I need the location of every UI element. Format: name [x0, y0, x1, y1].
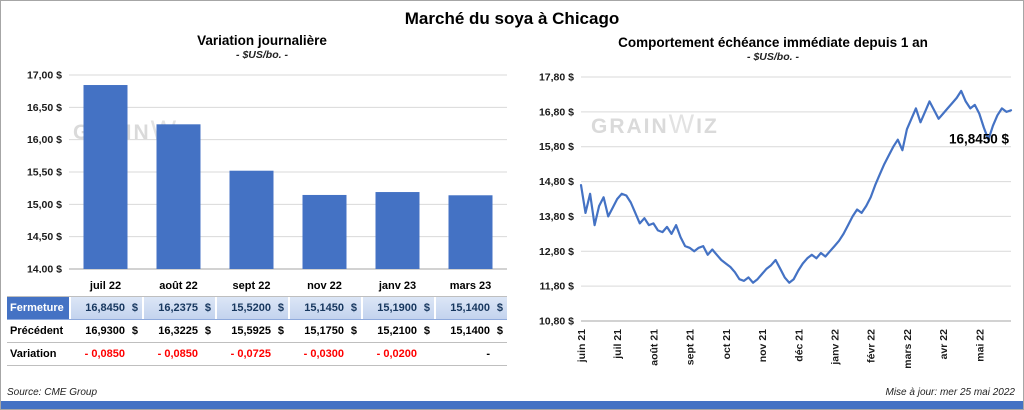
- table-cell: -: [486, 348, 490, 360]
- grainwiz-watermark: GRAINWIZ: [591, 109, 719, 139]
- table-cell: 15,1750 $: [304, 325, 357, 337]
- table-cell: 15,1400 $: [434, 297, 507, 319]
- x-tick-label: janv 22: [829, 329, 841, 366]
- y-tick-label: 12,80 $: [539, 246, 574, 258]
- y-tick-label: 16,00 $: [27, 134, 62, 146]
- table-cell: 15,1400 $: [450, 325, 503, 337]
- x-tick-label: avr 22: [938, 329, 950, 360]
- x-tick-label: mai 22: [974, 329, 986, 362]
- x-tick-label: mars 22: [902, 329, 914, 369]
- table-cell: 15,5925 $: [231, 325, 284, 337]
- bar-category-label: mars 23: [449, 280, 492, 292]
- table-cell: - 0,0850: [84, 348, 125, 360]
- table-cell: 16,9300 $: [85, 325, 138, 337]
- bar: [302, 194, 347, 269]
- bar: [375, 192, 420, 269]
- x-tick-label: juin 21: [576, 329, 588, 363]
- table-row-fermeture: Fermeture 16,8450 $16,2375 $15,5200 $15,1450…: [7, 297, 507, 320]
- bar-category-label: août 22: [159, 280, 198, 292]
- table-cell: - 0,0200: [376, 348, 417, 360]
- table-cell: 16,3225 $: [158, 325, 211, 337]
- table-row-variation: Variation - 0,0850 - 0,0850 - 0,0725 - 0,030…: [7, 343, 507, 366]
- bar-category-label: janv 23: [378, 280, 417, 292]
- one-year-panel: Comportement échéance immédiate depuis 1…: [525, 35, 1021, 386]
- daily-variation-panel: Variation journalière - $US/bo. - 14,00 …: [7, 33, 517, 366]
- line-chart-title: Comportement échéance immédiate depuis 1…: [618, 35, 928, 50]
- bar-category-label: sept 22: [232, 280, 271, 292]
- row-header: Précédent: [10, 325, 64, 337]
- bar: [229, 170, 274, 269]
- y-tick-label: 14,00 $: [27, 264, 62, 274]
- y-tick-label: 10,80 $: [539, 316, 574, 328]
- x-tick-label: juil 21: [612, 329, 624, 360]
- line-chart: 10,80 $ 11,80 $ 12,80 $ 13,80 $ 14,80 $ 15,80…: [539, 72, 1013, 369]
- y-tick-label: 17,00 $: [27, 70, 62, 82]
- table-cell: - 0,0300: [303, 348, 344, 360]
- table-cell: 15,2100 $: [377, 325, 430, 337]
- bar-chart: 14,00 $ 14,50 $ 15,00 $ 15,50 $ 16,00 $ 16,50…: [27, 70, 507, 276]
- row-header: Variation: [10, 348, 57, 360]
- table-cell: 15,5200 $: [215, 297, 288, 319]
- footer-accent-bar: [1, 401, 1023, 409]
- last-price-annotation: 16,8450 $: [949, 132, 1010, 147]
- page-title: Marché du soya à Chicago: [404, 9, 620, 28]
- bar-category-label: juil 22: [89, 280, 122, 292]
- table-row-precedent: Précédent 16,9300 $ 16,3225 $ 15,5925 $ 15,1750…: [7, 320, 507, 343]
- x-tick-label: août 21: [648, 329, 660, 366]
- y-tick-label: 16,50 $: [27, 102, 62, 114]
- bar-chart-subtitle: - $US/bo. -: [236, 49, 288, 61]
- bar: [156, 124, 201, 269]
- price-table: Fermeture 16,8450 $16,2375 $15,5200 $15,1450…: [7, 296, 507, 366]
- x-tick-label: oct 21: [721, 329, 733, 360]
- y-tick-label: 15,50 $: [27, 167, 62, 179]
- bar: [448, 195, 493, 269]
- y-tick-label: 14,80 $: [539, 176, 574, 188]
- source-note: Source: CME Group: [7, 387, 98, 398]
- y-tick-label: 17,80 $: [539, 72, 574, 84]
- table-cell: 15,1450 $: [288, 297, 361, 319]
- price-line: [579, 89, 1013, 284]
- table-cell: 15,1900 $: [361, 297, 434, 319]
- table-cell: - 0,0850: [157, 348, 198, 360]
- y-tick-label: 15,00 $: [27, 199, 62, 211]
- y-tick-label: 16,80 $: [539, 106, 574, 118]
- line-chart-subtitle: - $US/bo. -: [747, 51, 799, 63]
- row-header: Fermeture: [7, 297, 69, 319]
- y-tick-label: 14,50 $: [27, 231, 62, 243]
- y-tick-label: 13,80 $: [539, 211, 574, 223]
- updated-note: Mise à jour: mer 25 mai 2022: [885, 387, 1015, 398]
- x-tick-label: févr 22: [866, 329, 878, 363]
- table-cell: 16,2375 $: [142, 297, 215, 319]
- x-tick-label: déc 21: [793, 329, 805, 362]
- x-tick-label: nov 21: [757, 329, 769, 362]
- bar: [83, 85, 128, 269]
- bar-category-axis: juil 22 août 22 sept 22 nov 22 janv 23 mars 2…: [69, 278, 507, 296]
- bar-category-label: nov 22: [307, 280, 342, 292]
- y-tick-label: 15,80 $: [539, 141, 574, 153]
- table-cell: 16,8450 $: [69, 297, 142, 319]
- y-tick-label: 11,80 $: [540, 281, 575, 293]
- table-cell: - 0,0725: [230, 348, 271, 360]
- bar-chart-title: Variation journalière: [197, 33, 327, 48]
- x-tick-label: sept 21: [685, 329, 697, 365]
